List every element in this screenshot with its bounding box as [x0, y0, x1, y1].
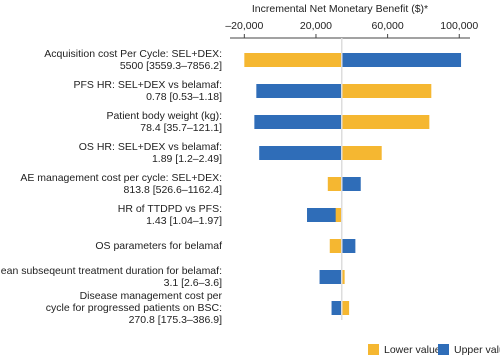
x-tick-label: 60,000: [372, 20, 404, 32]
category-label: 813.8 [526.6–1162.4]: [124, 184, 223, 196]
bar: [307, 208, 342, 222]
legend-label: Upper value: [454, 344, 500, 356]
legend-swatch: [438, 344, 449, 355]
bar: [341, 84, 432, 98]
bar: [331, 301, 342, 315]
legend-swatch: [368, 344, 379, 355]
category-label: 1.89 [1.2–2.49]: [152, 153, 222, 165]
bar: [341, 53, 462, 67]
category-label: Acquisition cost Per Cycle: SEL+DEX:: [44, 48, 222, 60]
bar: [244, 53, 342, 67]
category-label: cycle for progressed patients on BSC:: [46, 302, 222, 314]
bar: [329, 239, 342, 253]
category-label: HR of TTDPD vs PFS:: [118, 203, 222, 215]
category-label: 270.8 [175.3–386.9]: [129, 314, 223, 326]
category-label: Disease management cost per: [80, 290, 223, 302]
bar: [335, 208, 342, 222]
category-label: 3.1 [2.6–3.6]: [164, 277, 222, 289]
category-label: Mean subseqeunt treatment duration for b…: [0, 265, 222, 277]
bar: [341, 146, 382, 160]
bar: [341, 115, 430, 129]
category-label: OS parameters for belamaf: [95, 240, 222, 252]
bar: [319, 270, 342, 284]
category-label: AE management cost per cycle: SEL+DEX:: [20, 172, 222, 184]
category-label: 5500 [3559.3–7856.2]: [120, 60, 222, 72]
x-tick-label: –20,000: [225, 20, 263, 32]
category-label: 78.4 [35.7–121.1]: [140, 122, 222, 134]
bar: [341, 177, 361, 191]
bar: [259, 146, 342, 160]
bar: [341, 239, 356, 253]
bar: [341, 301, 350, 315]
bar: [327, 177, 342, 191]
category-label: 0.78 [0.53–1.18]: [146, 91, 222, 103]
category-label: Patient body weight (kg):: [106, 110, 222, 122]
legend-label: Lower value: [384, 344, 441, 356]
bar: [256, 84, 342, 98]
x-tick-label: 100,000: [440, 20, 478, 32]
category-label: 1.43 [1.04–1.97]: [146, 215, 222, 227]
bar: [254, 115, 342, 129]
x-tick-label: 20,000: [300, 20, 332, 32]
category-label: PFS HR: SEL+DEX vs belamaf:: [73, 79, 222, 91]
x-axis-title: Incremental Net Monetary Benefit ($)*: [252, 3, 428, 15]
bar: [341, 270, 345, 284]
category-label: OS HR: SEL+DEX vs belamaf:: [79, 141, 222, 153]
